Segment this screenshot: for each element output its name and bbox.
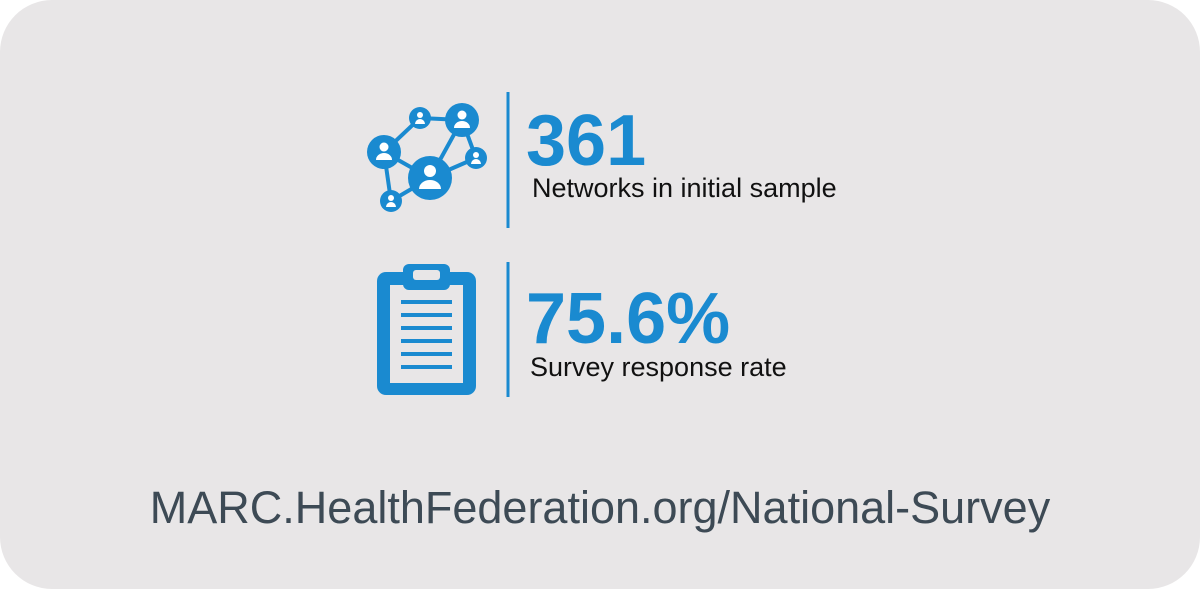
footer-url: MARC.HealthFederation.org/National-Surve… (150, 482, 1051, 533)
stat-label: Survey response rate (530, 352, 787, 382)
stat-value: 75.6% (526, 279, 730, 359)
stat-value: 361 (526, 101, 646, 181)
stat-label: Networks in initial sample (532, 173, 837, 203)
network-people (376, 110, 481, 207)
clipboard-icon (377, 264, 476, 395)
